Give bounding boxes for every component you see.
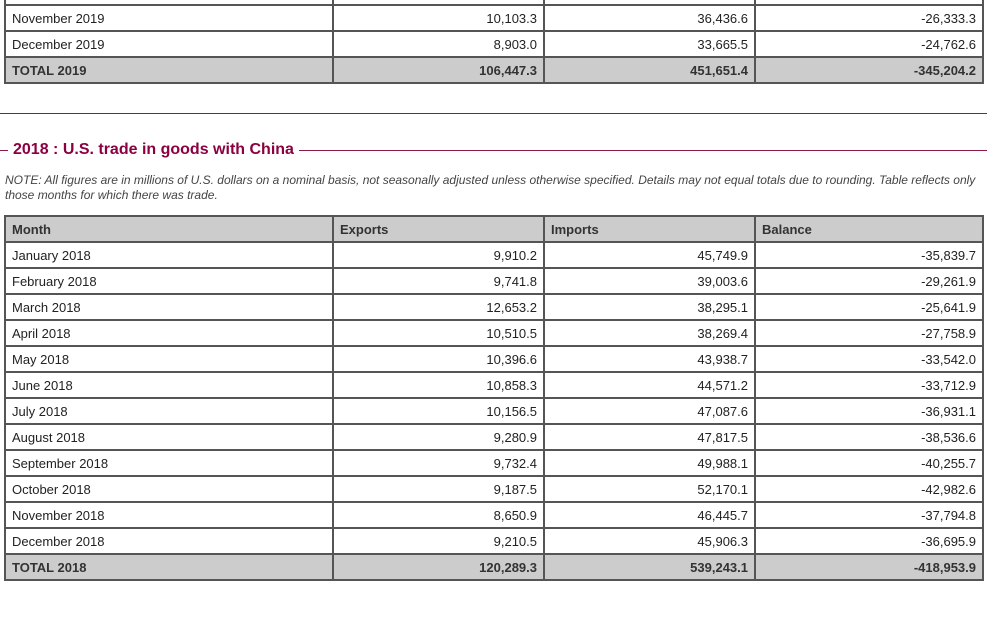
table-row: August 2018 9,280.9 47,817.5 -38,536.6 <box>4 423 984 451</box>
table-row: December 2018 9,210.5 45,906.3 -36,695.9 <box>4 527 984 555</box>
cell-imports: 47,817.5 <box>543 423 756 451</box>
cell-exports: 8,903.0 <box>332 30 545 58</box>
cell-exports: 12,653.2 <box>332 293 545 321</box>
cell-balance: -33,542.0 <box>754 345 984 373</box>
cell-balance: -25,641.9 <box>754 293 984 321</box>
cell-exports: 120,289.3 <box>332 553 545 581</box>
header-month: Month <box>4 215 334 243</box>
table-row: September 2018 9,732.4 49,988.1 -40,255.7 <box>4 449 984 477</box>
trade-table-2019: November 2019 10,103.3 36,436.6 -26,333.3 De… <box>4 0 984 84</box>
table-row: March 2018 12,653.2 38,295.1 -25,641.9 <box>4 293 984 321</box>
cell-imports: 38,269.4 <box>543 319 756 347</box>
cell-month: December 2019 <box>4 30 334 58</box>
cell-exports: 106,447.3 <box>332 56 545 84</box>
cell-imports: 43,938.7 <box>543 345 756 373</box>
table-header-row: Month Exports Imports Balance <box>4 215 984 243</box>
cell-month: December 2018 <box>4 527 334 555</box>
section-title: 2018 : U.S. trade in goods with China <box>8 141 299 159</box>
cell-balance: -42,982.6 <box>754 475 984 503</box>
cell-imports: 47,087.6 <box>543 397 756 425</box>
cell-exports: 8,650.9 <box>332 501 545 529</box>
cell-imports: 39,003.6 <box>543 267 756 295</box>
cell-exports: 10,103.3 <box>332 4 545 32</box>
cell-imports <box>543 0 756 6</box>
total-row: TOTAL 2018 120,289.3 539,243.1 -418,953.9 <box>4 553 984 581</box>
table-row: May 2018 10,396.6 43,938.7 -33,542.0 <box>4 345 984 373</box>
cell-imports: 36,436.6 <box>543 4 756 32</box>
header-balance: Balance <box>754 215 984 243</box>
cell-exports: 10,156.5 <box>332 397 545 425</box>
cell-month: June 2018 <box>4 371 334 399</box>
cell-month: November 2019 <box>4 4 334 32</box>
table-row: January 2018 9,910.2 45,749.9 -35,839.7 <box>4 241 984 269</box>
table-row: February 2018 9,741.8 39,003.6 -29,261.9 <box>4 267 984 295</box>
cell-month: May 2018 <box>4 345 334 373</box>
cell-exports: 9,910.2 <box>332 241 545 269</box>
cell-imports: 33,665.5 <box>543 30 756 58</box>
section-heading-2018: 2018 : U.S. trade in goods with China <box>0 141 987 159</box>
heading-rule <box>0 150 987 151</box>
table-row <box>4 0 984 6</box>
cell-imports: 38,295.1 <box>543 293 756 321</box>
cell-balance: -27,758.9 <box>754 319 984 347</box>
total-row: TOTAL 2019 106,447.3 451,651.4 -345,204.2 <box>4 56 984 84</box>
cell-imports: 451,651.4 <box>543 56 756 84</box>
cell-balance: -35,839.7 <box>754 241 984 269</box>
table-row: June 2018 10,858.3 44,571.2 -33,712.9 <box>4 371 984 399</box>
cell-balance: -37,794.8 <box>754 501 984 529</box>
cell-exports: 9,187.5 <box>332 475 545 503</box>
cell-month: February 2018 <box>4 267 334 295</box>
cell-exports: 9,280.9 <box>332 423 545 451</box>
cell-month: August 2018 <box>4 423 334 451</box>
cell-imports: 49,988.1 <box>543 449 756 477</box>
table-row: October 2018 9,187.5 52,170.1 -42,982.6 <box>4 475 984 503</box>
cell-balance: -418,953.9 <box>754 553 984 581</box>
cell-month: April 2018 <box>4 319 334 347</box>
cell-exports: 9,210.5 <box>332 527 545 555</box>
cell-balance: -36,695.9 <box>754 527 984 555</box>
cell-imports: 52,170.1 <box>543 475 756 503</box>
header-exports: Exports <box>332 215 545 243</box>
cell-balance: -345,204.2 <box>754 56 984 84</box>
table-row: July 2018 10,156.5 47,087.6 -36,931.1 <box>4 397 984 425</box>
cell-month: November 2018 <box>4 501 334 529</box>
cell-balance: -33,712.9 <box>754 371 984 399</box>
cell-month: March 2018 <box>4 293 334 321</box>
cell-exports: 10,510.5 <box>332 319 545 347</box>
cell-balance <box>754 0 984 6</box>
cell-month: TOTAL 2018 <box>4 553 334 581</box>
cell-month <box>4 0 334 6</box>
trade-table-2018: Month Exports Imports Balance January 20… <box>4 215 984 581</box>
cell-balance: -36,931.1 <box>754 397 984 425</box>
cell-imports: 44,571.2 <box>543 371 756 399</box>
table-row: December 2019 8,903.0 33,665.5 -24,762.6 <box>4 30 984 58</box>
cell-exports: 10,858.3 <box>332 371 545 399</box>
cell-imports: 45,906.3 <box>543 527 756 555</box>
cell-exports: 9,741.8 <box>332 267 545 295</box>
cell-balance: -38,536.6 <box>754 423 984 451</box>
table-row: November 2018 8,650.9 46,445.7 -37,794.8 <box>4 501 984 529</box>
table-row: November 2019 10,103.3 36,436.6 -26,333.3 <box>4 4 984 32</box>
cell-balance: -29,261.9 <box>754 267 984 295</box>
cell-month: January 2018 <box>4 241 334 269</box>
cell-month: September 2018 <box>4 449 334 477</box>
cell-month: October 2018 <box>4 475 334 503</box>
cell-exports: 10,396.6 <box>332 345 545 373</box>
cell-month: TOTAL 2019 <box>4 56 334 84</box>
cell-balance: -40,255.7 <box>754 449 984 477</box>
section-divider <box>0 113 987 114</box>
header-imports: Imports <box>543 215 756 243</box>
cell-imports: 539,243.1 <box>543 553 756 581</box>
cell-imports: 46,445.7 <box>543 501 756 529</box>
cell-imports: 45,749.9 <box>543 241 756 269</box>
cell-exports: 9,732.4 <box>332 449 545 477</box>
cell-month: July 2018 <box>4 397 334 425</box>
cell-exports <box>332 0 545 6</box>
table-note: NOTE: All figures are in millions of U.S… <box>5 173 976 202</box>
cell-balance: -24,762.6 <box>754 30 984 58</box>
table-row: April 2018 10,510.5 38,269.4 -27,758.9 <box>4 319 984 347</box>
cell-balance: -26,333.3 <box>754 4 984 32</box>
